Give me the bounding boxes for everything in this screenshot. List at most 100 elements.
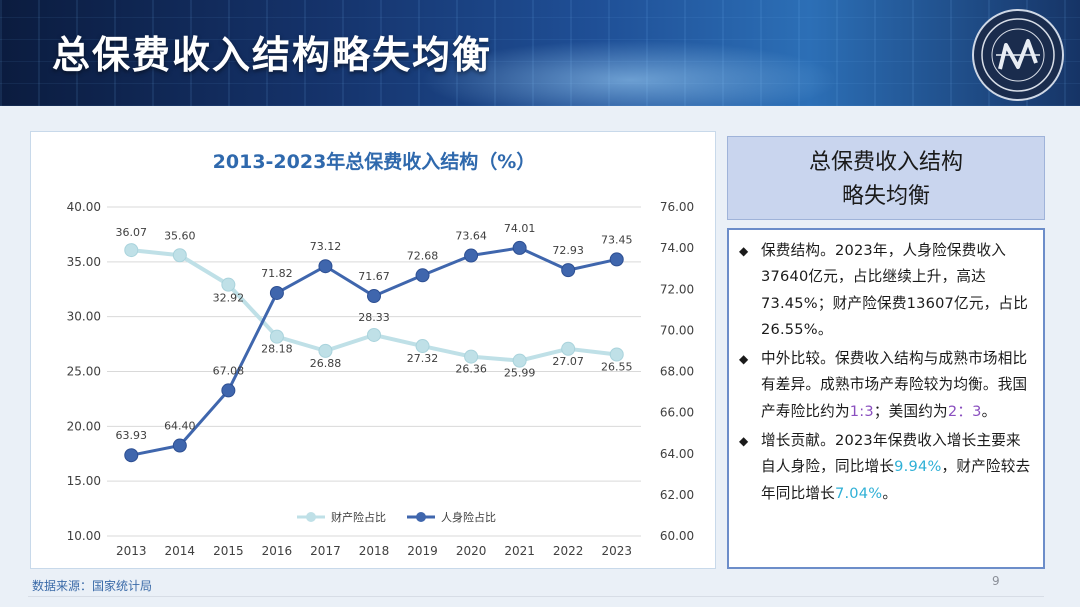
item-text: 增长贡献。2023年保费收入增长主要来自人身险，同比增长9.94%，财产险较去年… xyxy=(761,428,1033,507)
data-point xyxy=(512,240,527,255)
y-left-tick-label: 35.00 xyxy=(67,255,101,269)
data-point xyxy=(367,289,381,304)
data-point xyxy=(609,347,624,362)
data-label: 71.67 xyxy=(358,270,390,283)
logo xyxy=(972,9,1064,101)
data-point xyxy=(415,268,430,283)
life-growth: 9.94% xyxy=(894,458,942,476)
legend-swatch-marker xyxy=(306,512,316,522)
data-label: 71.82 xyxy=(261,267,293,280)
list-item: ◆ 中外比较。保费收入结构与成熟市场相比有差异。成熟市场产寿险较为均衡。我国产寿… xyxy=(739,346,1033,425)
y-left-tick-label: 10.00 xyxy=(67,529,101,543)
data-label: 26.88 xyxy=(310,357,342,370)
data-source: 数据来源：国家统计局 xyxy=(32,579,153,593)
data-label: 36.07 xyxy=(116,226,148,239)
item-text: 中外比较。保费收入结构与成熟市场相比有差异。成熟市场产寿险较为均衡。我国产寿险比… xyxy=(761,346,1033,425)
data-point xyxy=(415,339,430,354)
diamond-bullet-icon: ◆ xyxy=(739,352,749,367)
ratio-us: 2：3 xyxy=(947,402,982,420)
diamond-bullet-icon: ◆ xyxy=(739,244,749,258)
property-growth: 7.04% xyxy=(834,484,883,502)
data-point xyxy=(269,329,284,344)
x-tick-label: 2020 xyxy=(456,544,487,558)
data-label: 73.12 xyxy=(310,240,342,253)
list-item: ◆ 增长贡献。2023年保费收入增长主要来自人身险，同比增长9.94%，财产险较… xyxy=(739,428,1033,507)
ratio-china: 1:3 xyxy=(849,402,874,420)
item-text-part: 。 xyxy=(981,402,997,420)
y-right-tick-label: 74.00 xyxy=(660,241,694,255)
x-tick-label: 2018 xyxy=(359,544,390,558)
x-tick-label: 2021 xyxy=(504,544,535,558)
data-point xyxy=(464,349,479,364)
x-tick-label: 2023 xyxy=(601,544,632,558)
y-left-tick-label: 25.00 xyxy=(67,365,101,379)
data-label: 26.36 xyxy=(455,363,487,376)
bottom-divider xyxy=(28,596,1044,597)
x-tick-label: 2019 xyxy=(407,544,438,558)
y-right-tick-label: 64.00 xyxy=(660,447,694,461)
data-point xyxy=(561,263,576,278)
sidebar-heading: 总保费收入结构 略失均衡 xyxy=(727,136,1045,220)
data-label: 72.93 xyxy=(552,244,584,257)
y-right-tick-label: 60.00 xyxy=(660,529,694,543)
data-point xyxy=(318,343,333,358)
header-banner: 总保费收入结构略失均衡 xyxy=(0,0,1080,106)
premium-structure-chart: 10.00 15.00 20.00 25.00 30.00 35.00 40.00 60.00… xyxy=(67,200,695,558)
data-label: 27.32 xyxy=(407,352,439,365)
data-label: 73.45 xyxy=(601,233,633,246)
data-label: 73.64 xyxy=(455,230,487,243)
page-title: 总保费收入结构略失均衡 xyxy=(52,33,493,77)
logo-icon xyxy=(981,18,1055,92)
data-point xyxy=(464,248,479,263)
data-point xyxy=(172,248,187,263)
x-tick-label: 2015 xyxy=(213,544,244,558)
y-right-tick-label: 70.00 xyxy=(660,323,694,337)
data-point xyxy=(221,383,236,398)
sidebar-notes: ◆ 保费结构。2023年，人身险保费收入37640亿元，占比继续上升，高达73.… xyxy=(727,228,1045,569)
item-text-part: ，财产险较去年同比增长 xyxy=(761,458,1031,502)
x-tick-label: 2016 xyxy=(262,544,293,558)
item-text-part: 。 xyxy=(882,484,898,502)
data-label: 67.08 xyxy=(213,364,245,377)
data-point xyxy=(512,353,527,368)
chart-title: 2013-2023年总保费收入结构（%） xyxy=(212,151,536,173)
data-label: 74.01 xyxy=(504,222,536,235)
item-text-part: 增长贡献。2023年保费收入增长主要来自人身险，同比增长 xyxy=(761,432,1021,476)
data-label: 26.55 xyxy=(601,361,633,374)
x-tick-label: 2014 xyxy=(165,544,196,558)
y-right-tick-label: 68.00 xyxy=(660,365,694,379)
data-point xyxy=(124,448,139,463)
data-label: 32.92 xyxy=(213,292,245,305)
series-line-property xyxy=(131,248,617,363)
item-text-part: 中外比较。保费收入结构与成熟市场相比有差异。成熟市场产寿险较为均衡。我国产寿险比… xyxy=(761,350,1028,420)
item-text-part: ；美国约为 xyxy=(873,402,948,420)
page-number: 9 xyxy=(992,574,1000,588)
data-point xyxy=(609,252,624,267)
legend-label: 财产险占比 xyxy=(331,510,386,524)
sidebar-heading-line1: 总保费收入结构 xyxy=(808,150,963,175)
y-right-tick-label: 72.00 xyxy=(660,282,694,296)
list-item: ◆ 保费结构。2023年，人身险保费收入37640亿元，占比继续上升，高达73.… xyxy=(739,238,1033,343)
legend-label: 人身险占比 xyxy=(441,510,496,524)
item-text: 保费结构。2023年，人身险保费收入37640亿元，占比继续上升，高达73.45… xyxy=(761,242,1029,338)
data-point xyxy=(318,259,333,274)
y-right-tick-label: 76.00 xyxy=(660,200,694,214)
x-tick-label: 2022 xyxy=(553,544,584,558)
data-label: 25.99 xyxy=(504,367,536,380)
data-point xyxy=(124,243,139,258)
data-point xyxy=(172,438,187,453)
data-label: 72.68 xyxy=(407,249,439,262)
y-left-tick-label: 20.00 xyxy=(67,419,101,433)
data-label: 27.07 xyxy=(552,355,584,368)
legend-swatch-marker xyxy=(416,512,426,522)
y-left-tick-label: 40.00 xyxy=(67,200,101,214)
y-right-tick-label: 62.00 xyxy=(660,488,694,502)
data-label: 28.33 xyxy=(358,311,390,324)
data-label: 63.93 xyxy=(116,429,148,442)
data-point xyxy=(367,327,381,342)
y-left-tick-label: 15.00 xyxy=(67,474,101,488)
y-left-tick-label: 30.00 xyxy=(67,310,101,324)
data-point xyxy=(221,277,236,292)
data-label: 35.60 xyxy=(164,229,196,242)
x-tick-label: 2017 xyxy=(310,544,341,558)
